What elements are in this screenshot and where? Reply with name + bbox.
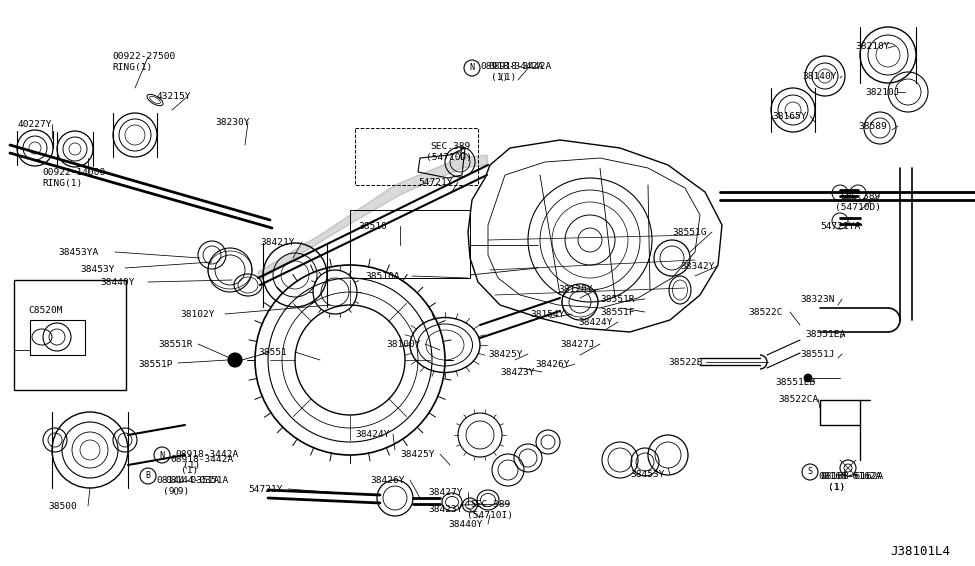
Text: 38426Y: 38426Y [370,476,405,485]
Text: (54710D): (54710D) [835,203,881,212]
Text: 38165Y: 38165Y [772,112,806,121]
Text: N: N [160,451,165,460]
Text: 08918-3442A: 08918-3442A [488,62,551,71]
Text: 40227Y: 40227Y [18,120,53,129]
Text: N: N [470,63,475,72]
Text: 38421Y: 38421Y [260,238,294,247]
Text: 38323N: 38323N [800,295,835,304]
Text: 54721Y: 54721Y [418,178,452,187]
Bar [14,280,126,390]
Text: 38522C: 38522C [748,308,783,317]
Text: 38510A: 38510A [365,272,400,281]
Text: (54710I): (54710I) [467,511,513,520]
Text: 38440Y: 38440Y [448,520,483,529]
Text: SEC.389: SEC.389 [430,142,470,151]
Text: 08144-0351A: 08144-0351A [156,476,219,485]
Text: 38100Y: 38100Y [386,340,420,349]
Text: 38551R: 38551R [600,295,635,304]
Text: RING(1): RING(1) [112,63,152,72]
Text: 38424Y: 38424Y [355,430,389,439]
Text: (1): (1) [828,483,845,492]
Text: (9): (9) [172,487,189,496]
Text: 38120Y: 38120Y [558,285,593,294]
Text: (1): (1) [181,466,198,475]
Text: 08918-3442A: 08918-3442A [480,62,543,71]
Text: S: S [807,468,812,477]
Bar [350,210,470,278]
Text: 54721Y: 54721Y [248,485,283,494]
Text: 00922-14000: 00922-14000 [42,168,105,177]
Text: J38101L4: J38101L4 [890,545,950,558]
Text: 38589: 38589 [858,122,886,131]
Text: 38551P: 38551P [138,360,173,369]
Text: 38424Y: 38424Y [578,318,612,327]
Text: 38551R: 38551R [158,340,192,349]
Text: B: B [145,471,150,481]
Text: 38551EA: 38551EA [805,330,845,339]
Text: 38551F: 38551F [600,308,635,317]
Text: 38154Y: 38154Y [530,310,565,319]
Text: 38510: 38510 [358,222,387,231]
Text: 38102Y: 38102Y [180,310,214,319]
Text: 38453YA: 38453YA [58,248,98,257]
Text: 08918-3442A: 08918-3442A [175,450,238,459]
Text: 38522B: 38522B [668,358,703,367]
Text: RING(1): RING(1) [42,179,82,188]
Text: 38551G: 38551G [672,228,707,237]
Text: 38427Y: 38427Y [428,488,462,497]
Text: 54721YA: 54721YA [820,222,860,231]
Text: 38427J: 38427J [560,340,595,349]
Text: (1): (1) [491,73,508,82]
Text: (1): (1) [499,73,516,82]
Text: (1): (1) [183,461,200,470]
Circle shape [804,374,812,382]
Text: SEC.389: SEC.389 [840,192,880,201]
Text: (1): (1) [828,483,845,492]
Text: SEC.389: SEC.389 [470,500,510,509]
Circle shape [228,353,242,367]
Text: (54710D): (54710D) [426,153,472,162]
Text: 38210Y: 38210Y [855,42,889,51]
Text: 08168-6162A: 08168-6162A [820,472,883,481]
Text: (9): (9) [163,487,180,496]
Text: 38425Y: 38425Y [488,350,523,359]
Text: 43215Y: 43215Y [157,92,191,101]
Text: 38440Y: 38440Y [100,278,135,287]
Text: 38426Y: 38426Y [535,360,569,369]
Text: 38551J: 38551J [800,350,835,359]
Text: 38342Y: 38342Y [680,262,715,271]
Text: 38423Y: 38423Y [428,505,462,514]
Text: 38140Y: 38140Y [802,72,837,81]
Text: 08168-6162A: 08168-6162A [818,472,881,481]
Text: 38453Y: 38453Y [80,265,114,274]
Polygon shape [258,155,488,280]
Text: 08144-0351A: 08144-0351A [165,476,228,485]
Text: 38230Y: 38230Y [215,118,250,127]
Text: 38551: 38551 [258,348,287,357]
Text: C8520M: C8520M [28,306,62,315]
Text: 38423Y: 38423Y [500,368,534,377]
Text: 38453Y: 38453Y [630,470,665,479]
Text: 08918-3442A: 08918-3442A [170,455,233,464]
Text: 38551EB: 38551EB [775,378,815,387]
Text: 38522CA: 38522CA [778,395,818,404]
Text: 00922-27500: 00922-27500 [112,52,176,61]
Text: 38500: 38500 [48,502,77,511]
Text: 38210J: 38210J [865,88,900,97]
Bar [30,320,85,355]
Text: 38425Y: 38425Y [400,450,435,459]
